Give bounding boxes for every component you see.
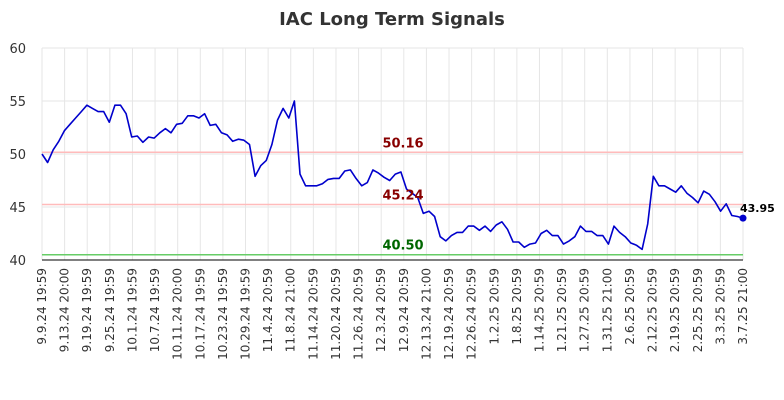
x-tick-label: 10.17.24 19:59 <box>193 268 207 360</box>
x-tick-label: 1.31.25 21:00 <box>600 268 614 352</box>
signal-level-label: 45.24 <box>382 188 423 203</box>
x-tick-label: 9.9.24 19:59 <box>35 268 49 345</box>
x-tick-label: 12.9.24 20:59 <box>397 268 411 352</box>
y-tick-label: 40 <box>9 254 26 269</box>
price-series <box>41 100 747 251</box>
x-tick-label: 10.1.24 19:59 <box>125 268 139 352</box>
x-tick-label: 12.19.24 20:59 <box>442 268 456 360</box>
last-value-label: 43.95 <box>740 202 775 215</box>
x-tick-label: 10.23.24 19:59 <box>216 268 230 360</box>
x-tick-label: 2.6.25 20:59 <box>623 268 637 345</box>
x-tick-label: 11.8.24 21:00 <box>284 268 298 352</box>
grid <box>41 47 744 261</box>
x-tick-label: 3.3.25 20:59 <box>713 268 727 345</box>
x-tick-label: 11.26.24 20:59 <box>352 268 366 360</box>
signal-level-label: 50.16 <box>382 136 423 151</box>
x-tick-label: 11.20.24 20:59 <box>329 268 343 360</box>
signal-level-label: 40.50 <box>382 239 423 254</box>
x-tick-label: 12.26.24 20:59 <box>465 268 479 360</box>
axes: 40 45 50 55 60 9.9.24 19:59 9.13.24 20:00 9.19.… <box>9 42 750 360</box>
x-tick-label: 1.14.25 20:59 <box>532 268 546 352</box>
y-tick-label: 50 <box>9 148 26 163</box>
y-tick-label: 55 <box>9 95 26 110</box>
x-tick-label: 1.27.25 20:59 <box>578 268 592 352</box>
x-tick-label: 2.19.25 20:59 <box>668 268 682 352</box>
x-tick-label: 11.14.24 20:59 <box>306 268 320 360</box>
signal-levels <box>42 151 743 256</box>
x-tick-label: 2.12.25 20:59 <box>646 268 660 352</box>
x-tick-label: 10.11.24 20:00 <box>171 268 185 360</box>
level-labels: 43.95 50.16 45.24 40.50 <box>382 136 774 253</box>
y-tick-label: 45 <box>9 201 26 216</box>
x-tick-label: 11.4.24 20:59 <box>261 268 275 352</box>
x-tick-label: 12.3.24 20:59 <box>374 268 388 352</box>
last-point-marker <box>739 214 747 222</box>
x-tick-label: 1.21.25 20:59 <box>555 268 569 352</box>
price-line <box>41 100 744 251</box>
x-tick-label: 9.19.24 19:59 <box>80 268 94 352</box>
x-tick-label: 2.25.25 20:59 <box>691 268 705 352</box>
x-tick-label: 1.2.25 20:59 <box>487 268 501 345</box>
y-tick-label: 60 <box>9 42 26 57</box>
x-tick-label: 3.7.25 21:00 <box>736 268 750 345</box>
x-tick-label: 1.8.25 20:59 <box>510 268 524 345</box>
x-tick-label: 12.13.24 21:00 <box>419 268 433 360</box>
x-tick-label: 9.13.24 20:00 <box>58 268 72 352</box>
x-tick-label: 10.7.24 19:59 <box>148 268 162 352</box>
x-tick-label: 9.25.24 19:59 <box>103 268 117 352</box>
chart-title: IAC Long Term Signals <box>279 9 505 30</box>
x-tick-label: 10.29.24 19:59 <box>239 268 253 360</box>
